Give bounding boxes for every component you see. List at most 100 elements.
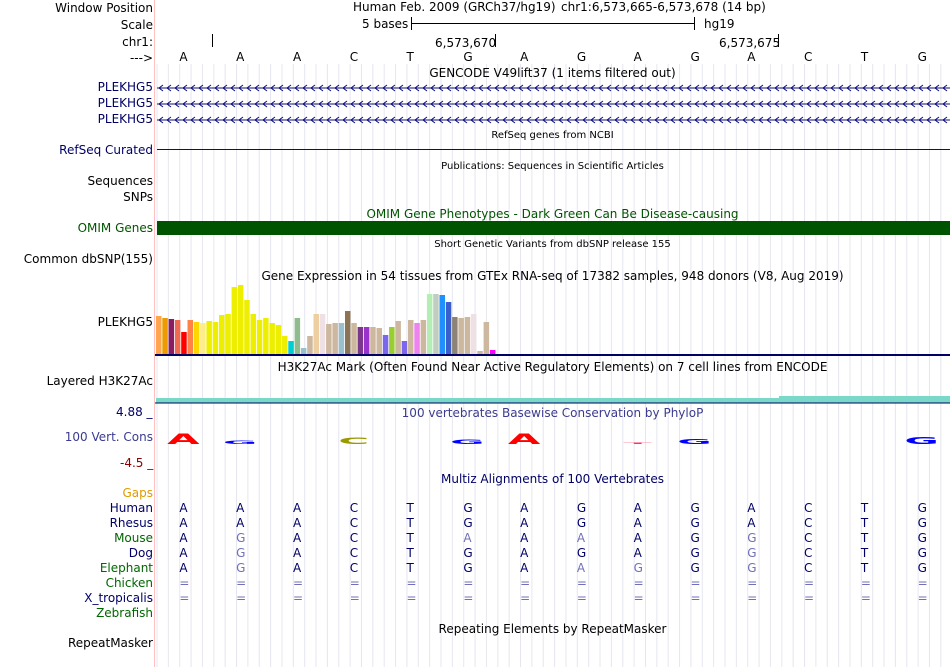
gtex-label[interactable]: PLEKHG5 (97, 315, 153, 329)
repeatmasker-label[interactable]: RepeatMasker (67, 636, 153, 650)
arrow-label: ---> (129, 51, 153, 65)
dbsnp-title[interactable]: Short Genetic Variants from dbSNP releas… (434, 239, 671, 250)
publications-label-sequences[interactable]: Sequences (87, 174, 153, 188)
multiz-base: T (406, 516, 414, 530)
h3k27ac-signal-segment (779, 396, 950, 403)
multiz-species-label[interactable]: Chicken (105, 576, 153, 590)
multiz-base: = (747, 576, 758, 590)
gtex-tissue-bar (489, 350, 496, 354)
refseq-label[interactable]: RefSeq Curated (59, 143, 153, 157)
scale-text: 5 bases (362, 17, 409, 31)
strand-arrow (566, 84, 572, 92)
h3k27ac-label[interactable]: Layered H3K27Ac (46, 374, 153, 388)
phylop-logo-letter: T (623, 443, 653, 445)
multiz-base: = (292, 576, 304, 590)
strand-arrow (534, 100, 540, 108)
strand-arrow (694, 84, 700, 92)
multiz-base: = (179, 576, 190, 590)
gtex-tissue-bar (439, 295, 445, 354)
multiz-base: A (179, 546, 188, 560)
repeatmasker-title[interactable]: Repeating Elements by RepeatMasker (438, 622, 667, 636)
multiz-base: C (804, 501, 813, 515)
gencode-gene-1[interactable]: PLEKHG5 (97, 80, 153, 94)
gencode-title[interactable]: GENCODE V49lift37 (1 items filtered out) (429, 66, 676, 80)
position-text[interactable]: chr1:6,573,665-6,573,678 (14 bp) (561, 0, 766, 14)
strand-arrow (222, 116, 228, 124)
gtex-tissue-bar (181, 332, 187, 354)
strand-arrow (270, 100, 276, 108)
multiz-base: G (690, 531, 700, 545)
strand-arrow (542, 116, 548, 124)
multiz-base: G (917, 561, 927, 575)
multiz-gaps-label[interactable]: Gaps (122, 486, 153, 500)
strand-arrow (790, 116, 796, 124)
multiz-species-label[interactable]: Zebrafish (96, 606, 153, 620)
gtex-title[interactable]: Gene Expression in 54 tissues from GTEx … (261, 269, 844, 283)
strand-arrow (726, 116, 732, 124)
phylop-logo-letter: C (338, 436, 369, 446)
gtex-chart[interactable] (155, 283, 950, 357)
dna-base: A (236, 50, 245, 64)
publications-title[interactable]: Publications: Sequences in Scientific Ar… (441, 161, 664, 172)
gtex-tissue-bar (156, 316, 162, 354)
refseq-line[interactable] (157, 149, 950, 150)
multiz-title[interactable]: Multiz Alignments of 100 Vertebrates (440, 472, 665, 486)
refseq-title[interactable]: RefSeq genes from NCBI (491, 130, 614, 141)
strand-arrow (326, 84, 332, 92)
multiz-base: A (633, 546, 642, 560)
multiz-species-label[interactable]: Rhesus (109, 516, 153, 530)
strand-arrow (422, 116, 428, 124)
strand-arrow (334, 84, 340, 92)
strand-arrow (558, 84, 564, 92)
strand-arrow (190, 116, 196, 124)
ruler-tick (212, 34, 213, 47)
gtex-tissue-bar (445, 302, 452, 354)
strand-arrow (862, 116, 868, 124)
strand-arrow (254, 116, 260, 124)
gtex-tissue-bar (263, 318, 269, 354)
strand-arrow (182, 84, 188, 92)
strand-arrow (166, 116, 172, 124)
gtex-tissue-bar (483, 322, 490, 354)
phylop-label[interactable]: 100 Vert. Cons (64, 430, 153, 444)
strand-arrow (174, 116, 180, 124)
multiz-species-label[interactable]: Dog (128, 546, 153, 560)
gencode-transcripts[interactable] (155, 80, 950, 128)
strand-arrow (214, 100, 220, 108)
gtex-tissue-bar (162, 318, 168, 354)
strand-arrow (238, 116, 244, 124)
strand-arrow (734, 100, 740, 108)
strand-arrow (390, 116, 396, 124)
h3k27ac-title[interactable]: H3K27Ac Mark (Often Found Near Active Re… (277, 360, 828, 374)
multiz-base: C (349, 561, 359, 575)
omim-gene-bar[interactable] (157, 221, 950, 235)
multiz-species-label[interactable]: Mouse (114, 531, 153, 545)
gencode-gene-2[interactable]: PLEKHG5 (97, 96, 153, 110)
omim-title[interactable]: OMIM Gene Phenotypes - Dark Green Can Be… (366, 207, 739, 221)
strand-arrow (726, 100, 732, 108)
strand-arrow (486, 100, 492, 108)
strand-arrow (542, 100, 548, 108)
multiz-base: T (860, 516, 869, 530)
strand-arrow (758, 84, 764, 92)
strand-arrow (702, 100, 708, 108)
omim-label[interactable]: OMIM Genes (77, 221, 153, 235)
phylop-title[interactable]: 100 vertebrates Basewise Conservation by… (401, 406, 704, 420)
strand-arrow (926, 116, 932, 124)
h3k27ac-signal[interactable] (155, 374, 950, 406)
strand-arrow (342, 116, 348, 124)
strand-arrow (598, 116, 604, 124)
strand-arrow (854, 84, 860, 92)
strand-arrow (934, 100, 940, 108)
strand-arrow (822, 100, 828, 108)
multiz-base: G (917, 516, 927, 530)
strand-arrow (638, 100, 644, 108)
multiz-species-label[interactable]: Elephant (99, 561, 153, 575)
gencode-gene-3[interactable]: PLEKHG5 (97, 112, 153, 126)
strand-arrow (622, 84, 628, 92)
publications-label-snps[interactable]: SNPs (123, 190, 153, 204)
multiz-species-label[interactable]: X_tropicalis (84, 591, 153, 605)
dbsnp-label[interactable]: Common dbSNP(155) (23, 252, 153, 266)
multiz-species-label[interactable]: Human (109, 501, 153, 515)
